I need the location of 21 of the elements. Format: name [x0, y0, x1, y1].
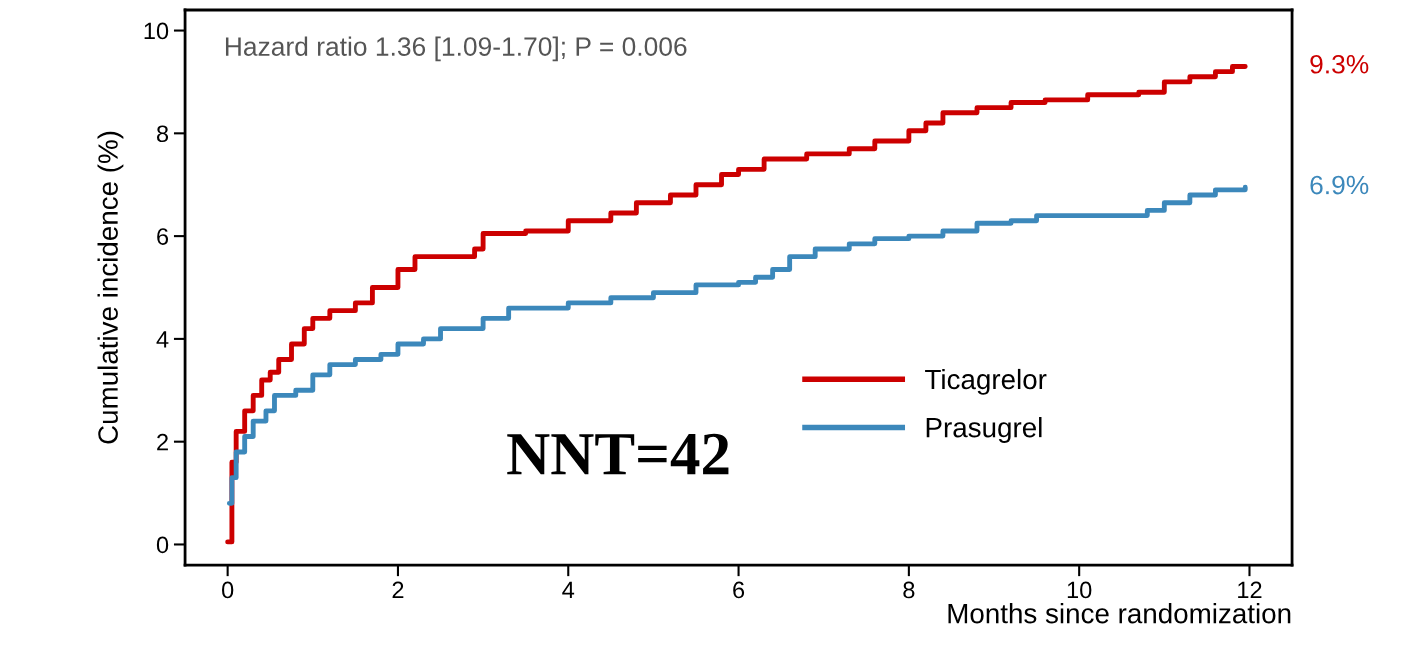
y-tick-label: 2 — [157, 433, 168, 451]
x-tick-label: 4 — [562, 581, 575, 599]
y-tick-label: 10 — [144, 22, 169, 40]
x-axis-title: Months since randomization — [948, 603, 1291, 624]
y-tick-label: 0 — [156, 536, 169, 554]
y-axis-title: Cumulative incidence (%) — [97, 131, 124, 444]
y-tick-label: 6 — [157, 228, 169, 245]
y-tick-label: 8 — [156, 125, 169, 143]
x-tick-label: 6 — [733, 581, 745, 599]
annotation: NNT=42 — [507, 433, 729, 475]
x-tick-label: 10 — [1067, 581, 1092, 599]
y-tick-label: 4 — [156, 331, 169, 348]
x-tick-label: 0 — [222, 581, 234, 599]
x-tick-label: 2 — [392, 581, 404, 599]
x-tick-label: 8 — [903, 581, 915, 599]
legend-label: Prasugrel — [926, 417, 1042, 443]
annotation: 9.3% — [1310, 54, 1369, 74]
annotation: Hazard ratio 1.36 [1.09-1.70]; P = 0.006 — [225, 36, 687, 62]
x-tick-label: 12 — [1238, 581, 1262, 599]
annotation: 6.9% — [1310, 175, 1369, 195]
legend-label: Ticagrelor — [925, 368, 1047, 395]
